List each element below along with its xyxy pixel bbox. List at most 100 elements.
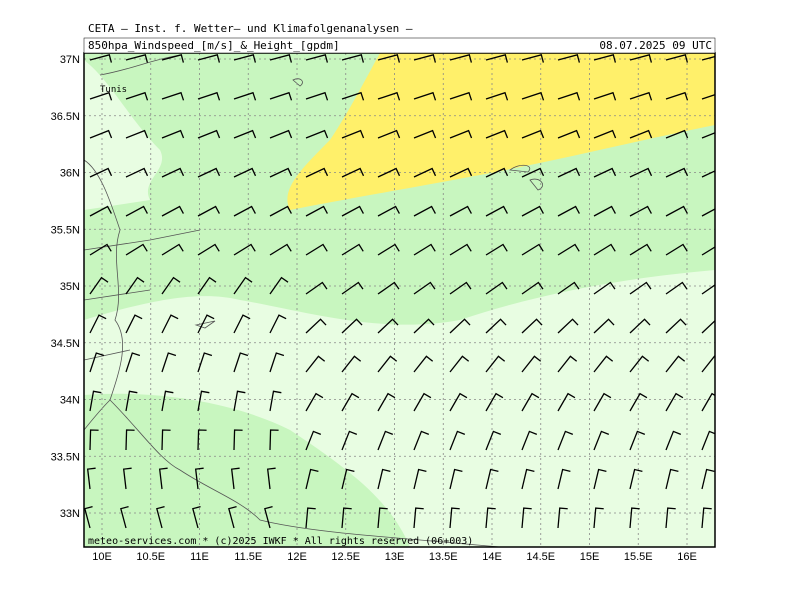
wind-barb — [161, 243, 184, 256]
wind-barb — [161, 129, 185, 139]
wind-barb — [593, 392, 612, 412]
wind-barb — [125, 276, 145, 295]
wind-barb — [89, 314, 107, 334]
wind-barb — [521, 167, 545, 178]
wind-barb — [413, 205, 436, 217]
header-bar — [83, 37, 716, 54]
lon-label: 15.5E — [624, 551, 653, 563]
wind-barb — [377, 507, 388, 529]
wind-barb — [89, 205, 112, 217]
wind-barb — [701, 94, 715, 100]
wind-barb — [413, 167, 437, 178]
wind-barb — [557, 468, 571, 490]
wind-barb — [305, 54, 329, 63]
wind-barb — [377, 54, 401, 63]
wind-barb — [233, 429, 243, 451]
wind-barb — [521, 205, 544, 217]
wind-barb — [197, 243, 220, 256]
wind-barb — [125, 429, 135, 451]
wind-barb — [521, 129, 545, 139]
wind-barb — [377, 205, 400, 217]
wind-barb — [557, 54, 581, 63]
wind-barb — [521, 355, 542, 373]
wind-barb — [269, 129, 293, 139]
wind-barb — [665, 507, 676, 529]
wind-barb — [305, 392, 324, 412]
wind-barb — [557, 507, 568, 529]
wind-barb — [230, 467, 240, 490]
wind-barb — [413, 468, 427, 490]
wind-barb — [228, 505, 237, 529]
lon-label: 11E — [190, 551, 209, 563]
lon-label: 13.5E — [429, 551, 458, 563]
wind-barb — [269, 390, 282, 412]
wind-barb — [701, 392, 715, 412]
wind-barb — [593, 507, 604, 529]
wind-barb — [377, 392, 396, 412]
wind-barb — [557, 355, 578, 373]
wind-barb — [449, 205, 472, 217]
wind-barb — [377, 243, 400, 256]
wind-barb — [413, 318, 435, 334]
wind-barb — [629, 318, 651, 334]
wind-barb — [557, 129, 581, 139]
wind-barb — [341, 167, 365, 178]
wind-barb — [341, 91, 365, 101]
header-title: CETA – Inst. f. Wetter– und Klimafolgena… — [88, 22, 413, 35]
wind-barb — [629, 430, 646, 451]
wind-barb — [89, 352, 105, 373]
wind-barb — [269, 276, 289, 295]
wind-barb — [269, 243, 292, 256]
wind-barb — [341, 129, 365, 139]
wind-barb — [557, 392, 576, 412]
wind-barb — [377, 318, 399, 334]
wind-barb — [665, 205, 688, 217]
wind-barb — [701, 284, 715, 295]
wind-barb — [197, 129, 221, 139]
wind-barb — [665, 355, 686, 373]
wind-barb — [665, 318, 687, 334]
wind-barb — [125, 167, 149, 178]
wind-barb — [305, 318, 327, 334]
wind-barb — [197, 314, 215, 334]
wind-barb — [629, 243, 652, 256]
lon-label: 15E — [580, 551, 600, 563]
wind-barb — [629, 392, 648, 412]
wind-barb — [161, 91, 185, 101]
wind-barb — [377, 430, 394, 451]
wind-barb — [197, 167, 221, 178]
lon-label: 10.5E — [136, 551, 165, 563]
wind-barb — [125, 352, 141, 373]
wind-barb — [89, 276, 109, 295]
wind-barb — [192, 505, 201, 529]
wind-barb — [305, 243, 328, 256]
wind-barb — [485, 129, 509, 139]
wind-barb — [233, 205, 256, 217]
wind-barb — [701, 246, 715, 256]
wind-barb — [341, 205, 364, 217]
wind-barb — [197, 352, 213, 373]
wind-barb — [341, 355, 362, 373]
wind-barb — [413, 91, 437, 101]
wind-barb — [413, 355, 434, 373]
wind-barbs — [84, 54, 715, 529]
wind-barb — [449, 468, 463, 490]
wind-barb — [341, 392, 360, 412]
wind-barb — [665, 243, 688, 256]
wind-barb — [449, 355, 470, 373]
wind-barb — [341, 318, 363, 334]
wind-barb — [305, 129, 329, 139]
wind-barb — [521, 243, 544, 256]
lat-label: 33N — [60, 508, 80, 520]
wind-barb — [665, 129, 689, 139]
wind-barb — [413, 281, 436, 295]
wind-barb — [269, 91, 293, 101]
wind-barb — [665, 91, 689, 101]
wind-barb — [701, 208, 715, 217]
wind-barb — [557, 205, 580, 217]
wind-barb — [593, 91, 617, 101]
wind-barb — [701, 132, 715, 139]
lat-label: 35N — [60, 281, 80, 293]
wind-barb — [557, 243, 580, 256]
wind-barb — [305, 91, 329, 101]
